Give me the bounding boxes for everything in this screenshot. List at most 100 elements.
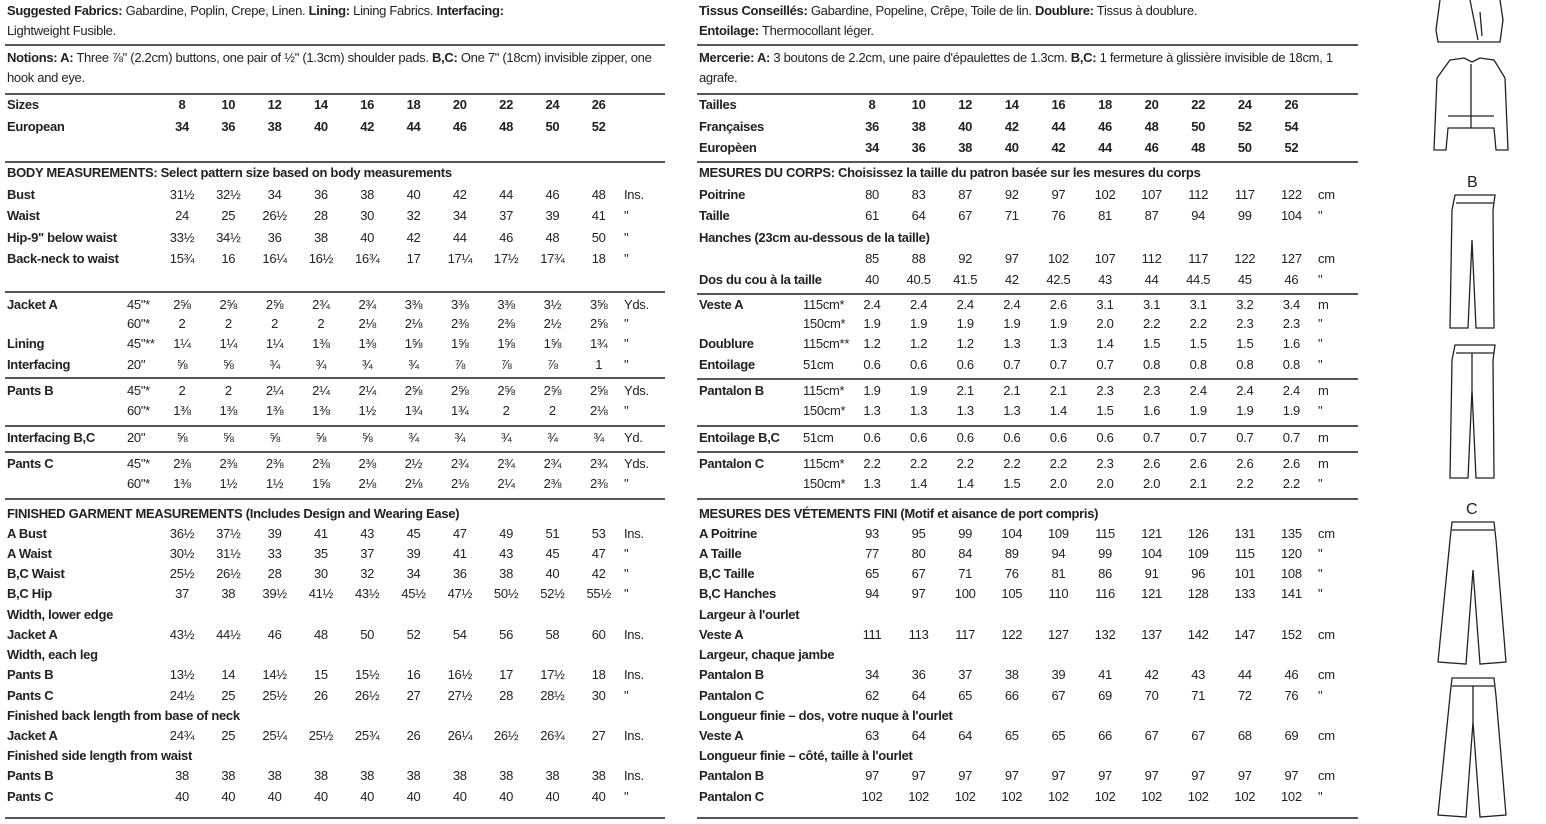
cell: 133 xyxy=(1234,586,1256,601)
cell: 102 xyxy=(1187,789,1209,804)
cell: 42.5 xyxy=(1046,272,1071,287)
cell: 108 xyxy=(1280,566,1302,581)
cell: 16¼ xyxy=(262,251,287,266)
cell: 87 xyxy=(1144,208,1159,223)
cell: 38 xyxy=(499,768,514,783)
cell: 71 xyxy=(1191,688,1206,703)
cell: 2.4 xyxy=(910,297,928,312)
text: Tissus à doublure. xyxy=(1096,3,1198,18)
cell: ⅝ xyxy=(223,357,234,372)
cell: 26¼ xyxy=(447,728,473,743)
cell: 2.4 xyxy=(956,297,974,312)
cell: 1.2 xyxy=(863,336,881,351)
cell: 41 xyxy=(313,526,328,541)
cell: 45 xyxy=(406,526,421,541)
cell: 39½ xyxy=(262,586,287,601)
row-label: Width, lower edge xyxy=(7,607,114,622)
unit: m xyxy=(1318,383,1329,398)
divider xyxy=(5,451,665,453)
pants-b-back xyxy=(1449,344,1496,479)
cell: 3⅜ xyxy=(404,297,423,312)
divider xyxy=(697,451,1358,453)
cell: 3⅝ xyxy=(589,297,608,312)
unit: Yds. xyxy=(624,383,649,398)
unit: cm xyxy=(1318,627,1335,642)
row-label: Finished back length from base of neck xyxy=(7,708,240,723)
cell: 112 xyxy=(1141,251,1162,266)
cell: 2⅝ xyxy=(265,297,284,312)
cell: ⅞ xyxy=(500,357,512,372)
cell: 1¼ xyxy=(173,336,191,351)
text: Gabardine, Popeline, Crêpe, Toile de lin… xyxy=(810,3,1032,18)
cell: 1.9 xyxy=(1003,316,1021,331)
cell: 50 xyxy=(591,230,606,245)
cell: 131 xyxy=(1234,526,1256,541)
cell: 94 xyxy=(865,586,879,601)
fabric-width: 45"* xyxy=(127,383,150,398)
row-label: Pantalon C xyxy=(699,456,764,471)
cell: 37 xyxy=(360,546,375,561)
cell: 2¾ xyxy=(589,456,608,471)
cell: 67 xyxy=(1144,728,1159,743)
row-label: Doublure xyxy=(699,336,754,351)
section-heading: BODY MEASUREMENTS: Select pattern size b… xyxy=(7,165,452,180)
unit: " xyxy=(624,586,629,601)
cell: 121 xyxy=(1141,526,1162,541)
cell: 26¾ xyxy=(540,728,565,743)
label: Notions: A: xyxy=(7,50,74,65)
cell: 30 xyxy=(313,566,328,581)
cell: 1.3 xyxy=(1003,336,1021,351)
cell: 35 xyxy=(313,546,328,561)
cell: 2¼ xyxy=(312,383,330,398)
cell: 71 xyxy=(1004,208,1019,223)
cell: ⅝ xyxy=(176,430,188,445)
cell: 102 xyxy=(1001,789,1023,804)
cell: 97 xyxy=(1051,187,1066,202)
cell: 39 xyxy=(1051,667,1066,682)
row-label: Hip-9" below waist xyxy=(7,230,117,245)
cell: 1.3 xyxy=(1049,336,1067,351)
cell: 42 xyxy=(406,230,421,245)
cell: 88 xyxy=(911,251,926,266)
cell: 15½ xyxy=(354,667,380,682)
cell: 0.6 xyxy=(910,357,928,372)
cell: 0.6 xyxy=(1096,430,1114,445)
cell: 3.1 xyxy=(1189,297,1207,312)
cell: 36 xyxy=(865,119,879,134)
cell: 1.5 xyxy=(1189,336,1207,351)
cell: 117 xyxy=(1188,251,1209,266)
row-label: Entoilage xyxy=(699,357,755,372)
cell: 2.2 xyxy=(1282,476,1300,491)
cell: 0.7 xyxy=(1003,357,1021,372)
cell: 127 xyxy=(1047,627,1069,642)
cell: 2¾ xyxy=(543,456,562,471)
divider xyxy=(697,93,1358,95)
cell: 17½ xyxy=(540,667,565,682)
row-label: Pantalon C xyxy=(699,688,764,703)
unit: " xyxy=(624,251,629,266)
cell: 37½ xyxy=(216,526,241,541)
unit: " xyxy=(1318,476,1323,491)
cell: 42 xyxy=(452,187,467,202)
row-label: Width, each leg xyxy=(7,647,98,662)
cell: 99 xyxy=(1098,546,1112,561)
cell: 16 xyxy=(221,251,236,266)
cell: 8 xyxy=(178,97,186,112)
cell: 2⅜ xyxy=(451,316,469,331)
cell: 25¼ xyxy=(262,728,287,743)
cell: 17½ xyxy=(493,251,519,266)
cell: 2.6 xyxy=(1189,456,1207,471)
cell: 64 xyxy=(911,728,926,743)
cell: 26½ xyxy=(493,728,519,743)
cell: 42 xyxy=(1004,119,1019,134)
cell: 2⅛ xyxy=(404,316,423,331)
cell: 0.6 xyxy=(910,430,928,445)
cell: 64 xyxy=(911,208,926,223)
cell: 99 xyxy=(1237,208,1252,223)
cell: 43 xyxy=(499,546,514,561)
row-label: European xyxy=(7,119,65,134)
cell: 135 xyxy=(1280,526,1302,541)
row-label: Sizes xyxy=(7,97,39,112)
cell: 2⅝ xyxy=(497,383,515,398)
cell: 97 xyxy=(1098,768,1112,783)
